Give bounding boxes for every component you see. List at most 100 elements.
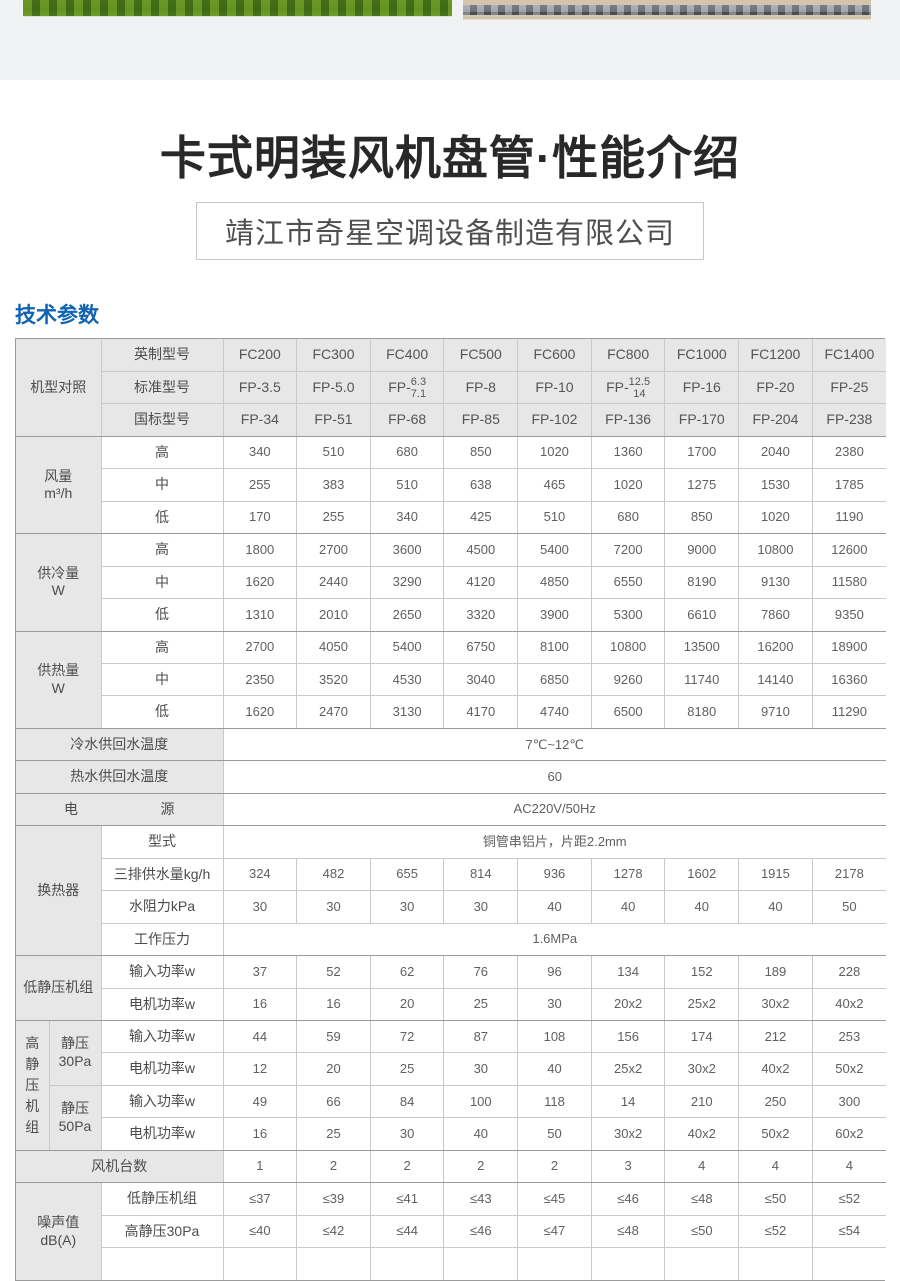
value-cell: 25 xyxy=(296,1117,371,1151)
value-cell: FP-170 xyxy=(664,403,740,437)
row-label-cell: 英制型号 xyxy=(100,338,224,372)
grass-field-photo xyxy=(23,0,452,17)
value-cell: 1310 xyxy=(222,598,298,632)
value-cell xyxy=(517,1247,592,1281)
value-cell: 37 xyxy=(222,955,298,989)
row-label-cell: 冷水供回水温度 xyxy=(15,727,224,762)
row-label-cell: 电机功率w xyxy=(100,1117,224,1151)
value-cell: 1800 xyxy=(222,533,298,567)
value-cell xyxy=(664,1247,740,1281)
value-cell: FC200 xyxy=(222,338,298,372)
value-cell: 1 xyxy=(222,1149,298,1184)
value-cell: 11740 xyxy=(664,663,740,697)
value-cell xyxy=(811,1247,887,1281)
value-cell: 16360 xyxy=(811,663,887,697)
value-cell: 134 xyxy=(590,955,666,989)
value-cell: 66 xyxy=(296,1084,371,1119)
value-cell: 6850 xyxy=(517,663,592,697)
group-label-cell: 低静压机组 xyxy=(15,955,102,1022)
table-row: 电机功率w 12 20 25 30 40 25x2 30x2 40x2 50x2 xyxy=(16,1052,887,1086)
table-row: 中 2350 3520 4530 3040 6850 9260 11740 14140 16360 xyxy=(16,663,887,697)
value-cell: 3320 xyxy=(443,598,519,632)
value-cell: 3520 xyxy=(296,663,371,697)
value-cell xyxy=(443,1247,519,1281)
value-cell: ≤43 xyxy=(443,1182,519,1216)
table-row: 电源 AC220V/50Hz xyxy=(15,792,887,827)
value-cell: 850 xyxy=(443,435,519,470)
table-row: 三排供水量kg/h 324 482 655 814 936 1278 1602 1915 2178 xyxy=(16,857,887,892)
subgroup-label-cell: 静压 30Pa xyxy=(48,1020,102,1086)
value-cell: 72 xyxy=(369,1020,445,1054)
value-cell: 1602 xyxy=(664,857,740,892)
value-cell: FP-102 xyxy=(517,403,592,437)
value-cell: FP-85 xyxy=(443,403,519,437)
value-cell: 6750 xyxy=(443,630,519,665)
table-row: 高静压30Pa ≤40 ≤42 ≤44 ≤46 ≤47 ≤48 ≤50 ≤52 ≤54 xyxy=(16,1214,887,1249)
value-cell: 10800 xyxy=(590,630,666,665)
value-cell: FC1200 xyxy=(738,338,813,372)
value-cell: 118 xyxy=(517,1084,592,1119)
value-cell: ≤50 xyxy=(664,1214,740,1249)
row-label-cell xyxy=(100,1247,224,1281)
value-cell: 100 xyxy=(443,1084,519,1119)
table-row: 低 1310 2010 2650 3320 3900 5300 6610 7860 9350 xyxy=(16,598,887,632)
value-cell: 30 xyxy=(369,890,445,924)
row-label-cell: 水阻力kPa xyxy=(100,890,224,924)
value-cell: 8190 xyxy=(664,565,740,600)
value-cell: FP-34 xyxy=(222,403,298,437)
value-cell: ≤39 xyxy=(296,1182,371,1216)
value-cell: 25 xyxy=(369,1052,445,1086)
value-cell: 340 xyxy=(222,435,298,470)
value-cell xyxy=(222,1247,298,1281)
value-cell: 14140 xyxy=(738,663,813,697)
value-cell: 2 xyxy=(296,1149,371,1184)
value-cell: 12 xyxy=(222,1052,298,1086)
value-cell: 253 xyxy=(811,1020,887,1054)
value-cell: 40x2 xyxy=(811,987,887,1022)
row-label-cell: 低静压机组 xyxy=(100,1182,224,1216)
row-label-cell: 电源 xyxy=(15,792,224,827)
table-row: 电机功率w 16 16 20 25 30 20x2 25x2 30x2 40x2 xyxy=(16,987,887,1022)
value-cell: 6550 xyxy=(590,565,666,600)
value-cell: 40 xyxy=(443,1117,519,1151)
value-cell: FP- 6.3 7.1 xyxy=(369,370,445,405)
group-label-cell: 机型对照 xyxy=(15,338,102,437)
value-cell: FP-5.0 xyxy=(296,370,371,405)
row-label-cell: 标准型号 xyxy=(100,370,224,405)
table-row: 低静压机组 输入功率w 37 52 62 76 96 134 152 189 228 xyxy=(15,955,887,1022)
value-cell: 40 xyxy=(517,1052,592,1086)
value-cell: 1915 xyxy=(738,857,813,892)
table-row: 机型对照 英制型号 FC200 FC300 FC400 FC500 FC600 FC800 FC… xyxy=(15,338,887,437)
value-cell: 40 xyxy=(517,890,592,924)
row-label-cell: 中 xyxy=(100,663,224,697)
value-cell: 20x2 xyxy=(590,987,666,1022)
value-cell: 20 xyxy=(296,1052,371,1086)
value-cell: 4 xyxy=(738,1149,813,1184)
row-label-cell: 高 xyxy=(100,533,224,567)
row-label-cell: 三排供水量kg/h xyxy=(100,857,224,892)
row-label-cell: 低 xyxy=(100,598,224,632)
value-cell: FC1000 xyxy=(664,338,740,372)
value-cell: 30x2 xyxy=(590,1117,666,1151)
table-row: 冷水供回水温度 7℃~12℃ xyxy=(15,727,887,762)
value-cell: 425 xyxy=(443,500,519,535)
value-cell: 3290 xyxy=(369,565,445,600)
row-label-cell: 高 xyxy=(100,435,224,470)
value-cell: FP-238 xyxy=(811,403,887,437)
row-label-cell: 风机台数 xyxy=(15,1149,224,1184)
value-cell: 4050 xyxy=(296,630,371,665)
value-cell: 30 xyxy=(517,987,592,1022)
table-row: 风机台数 1 2 2 2 2 3 4 4 4 xyxy=(15,1149,887,1184)
value-cell: 250 xyxy=(738,1084,813,1119)
value-cell: 482 xyxy=(296,857,371,892)
value-cell: 16 xyxy=(296,987,371,1022)
value-cell: 3130 xyxy=(369,695,445,729)
value-cell: FP-10 xyxy=(517,370,592,405)
value-cell: 2350 xyxy=(222,663,298,697)
value-cell: 1020 xyxy=(517,435,592,470)
value-cell: 324 xyxy=(222,857,298,892)
value-cell xyxy=(369,1247,445,1281)
value-cell: FP- 12.5 14 xyxy=(590,370,666,405)
value-cell: 189 xyxy=(738,955,813,989)
value-cell: 9350 xyxy=(811,598,887,632)
